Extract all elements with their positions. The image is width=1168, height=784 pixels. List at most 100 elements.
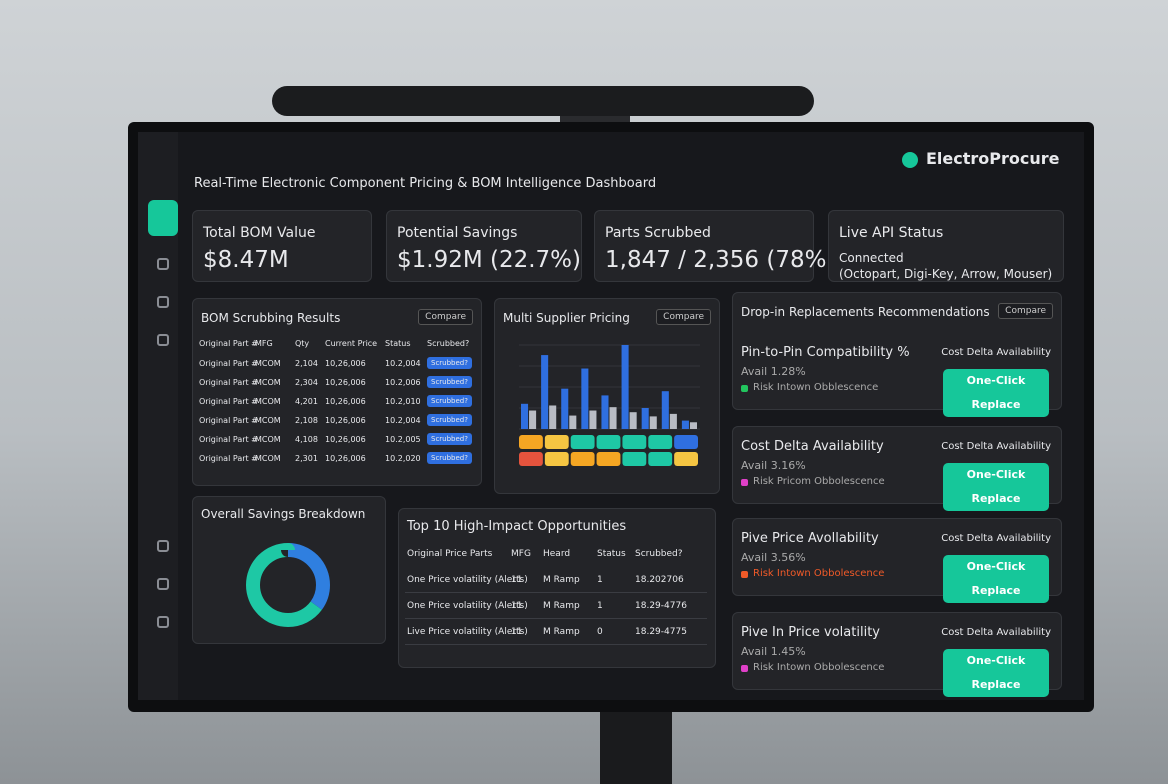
card-right-label: Cost Delta Availability [941,627,1051,638]
table-cell: M Ramp [543,601,580,611]
avail: Avail 3.16% [741,459,806,472]
bar [649,416,657,429]
panel-title: Top 10 High-Impact Opportunities [407,519,627,534]
bar [549,405,557,429]
table-cell: MCOM [255,359,281,368]
table-cell: M Ramp [543,575,580,585]
table-cell: Original Part # [199,454,258,463]
scrub-button[interactable]: Scrubbed? [427,395,472,407]
card-title: Pive Price Avollability [741,531,879,546]
table-cell: 4,201 [295,397,318,406]
donut-chart [246,543,330,627]
table-cell: MCOM [255,397,281,406]
replacement-card: Pive Price Avollability Cost Delta Availa… [732,518,1062,603]
table-cell: 11 [511,627,523,637]
nav-icon[interactable] [157,334,169,346]
table-row [405,597,707,619]
table-cell: 10,26,006 [325,378,366,387]
heat-cell [674,452,698,466]
heat-cell [544,435,569,449]
table-cell: MCOM [255,416,281,425]
risk-dot [741,479,748,486]
table-cell: 10.2,020 [385,454,421,463]
replace-button[interactable]: One-Click Replace [943,555,1049,603]
dropdown[interactable]: Compare [656,309,711,325]
logo-icon[interactable] [148,200,178,236]
table-cell: 18.29-4776 [635,601,687,611]
kpi-label: Total BOM Value [203,225,316,241]
table-row [405,623,707,645]
table-cell: 10,26,006 [325,435,366,444]
replacement-panel: Drop-in Replacements Recommendations Comp… [732,292,1062,417]
risk: Risk Intown Obbolescence [753,662,885,673]
table-cell: Original Part # [199,416,258,425]
table-cell: 11 [511,575,523,585]
table-cell: One Price volatility (Alerts) [407,575,528,585]
sidebar [138,132,178,700]
donut-segment [246,543,330,627]
table-cell: 10.2,010 [385,397,421,406]
bom-panel: BOM Scrubbing Results Compare Original Par… [192,298,482,486]
table-cell: 10,26,006 [325,359,366,368]
dropdown[interactable]: Compare [418,309,473,325]
nav-icon[interactable] [157,296,169,308]
kpi-value: Connected [839,251,904,265]
bar [589,410,597,429]
stand [600,700,672,784]
table-cell: 10.2,004 [385,416,421,425]
risk-dot [741,385,748,392]
card-right-label: Cost Delta Availability [941,533,1051,544]
replace-button[interactable]: One-Click Replace [943,649,1049,697]
scrub-button[interactable]: Scrubbed? [427,452,472,464]
bar [601,395,609,429]
replace-button[interactable]: One-Click Replace [943,369,1049,417]
risk: Risk Intown Obbolescence [753,568,885,579]
table-cell: One Price volatility (Alerts) [407,601,528,611]
table-cell: 2,104 [295,359,318,368]
avail: Avail 3.56% [741,551,806,564]
bar [541,355,549,429]
panel-title: Overall Savings Breakdown [201,507,366,521]
brand-name: ElectroProcure [926,149,1060,168]
replacement-card: Cost Delta Availability Cost Delta Availa… [732,426,1062,511]
nav-icon[interactable] [157,578,169,590]
scrub-button[interactable]: Scrubbed? [427,376,472,388]
light-bar [272,86,814,116]
table-cell: 10,26,006 [325,397,366,406]
table-cell: MCOM [255,378,281,387]
heat-cell [596,435,621,449]
table-cell: 1 [597,575,603,585]
table-cell: 10.2,006 [385,378,421,387]
bar [561,388,569,429]
kpi-value: $8.47M [203,247,289,273]
scrub-button[interactable]: Scrubbed? [427,357,472,369]
nav-icon[interactable] [157,540,169,552]
scrub-button[interactable]: Scrubbed? [427,414,472,426]
table-header: Qty [295,339,310,348]
savings-panel: Overall Savings Breakdown [192,496,386,644]
replace-button[interactable]: One-Click Replace [943,463,1049,511]
panel-title: Drop-in Replacements Recommendations [741,305,990,319]
risk: Risk Pricom Obbolescence [753,476,885,487]
heat-cell [674,435,698,449]
bar [669,413,677,429]
table-cell: 11 [511,601,523,611]
card-title: Pin-to-Pin Compatibility % [741,345,910,360]
kpi-card: Potential Savings $1.92M (22.7%) [386,210,582,282]
card-right-label: Cost Delta Availability [941,441,1051,452]
heat-cell [648,452,673,466]
heat-cell [544,452,569,466]
kpi-label: Potential Savings [397,225,518,241]
page-title: Real-Time Electronic Component Pricing &… [194,176,657,191]
supplier-panel: Multi Supplier Pricing Compare [494,298,720,494]
top10-panel: Top 10 High-Impact Opportunities Original… [398,508,716,668]
risk: Risk Intown Obblescence [753,382,879,393]
scrub-button[interactable]: Scrubbed? [427,433,472,445]
table-row [405,571,707,593]
nav-icon[interactable] [157,616,169,628]
kpi-label: Live API Status [839,225,944,241]
dropdown[interactable]: Compare [998,303,1053,319]
card-title: Pive In Price volatility [741,625,880,640]
nav-icon[interactable] [157,258,169,270]
